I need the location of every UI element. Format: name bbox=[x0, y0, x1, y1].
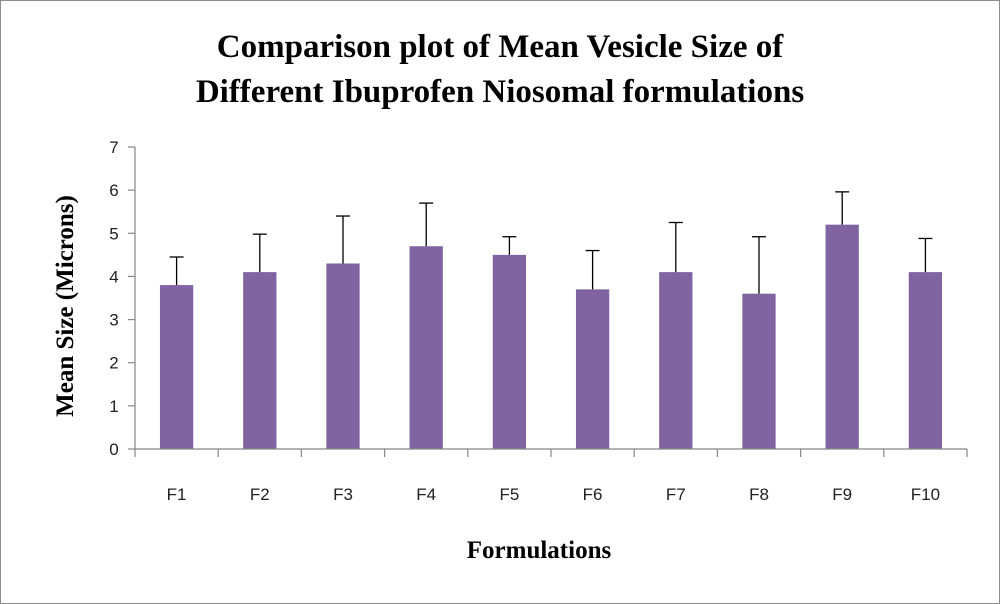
bar-F7 bbox=[659, 272, 693, 449]
y-axis-title: Mean Size (Microns) bbox=[52, 195, 79, 417]
bar-F1 bbox=[159, 285, 194, 449]
chart-subtitle: Different Ibuprofen Niosomal formulation… bbox=[196, 74, 805, 110]
bar-F9 bbox=[825, 224, 859, 449]
bar-F2 bbox=[243, 272, 277, 449]
bar-F5 bbox=[492, 254, 527, 449]
x-tick-label-F9: F9 bbox=[832, 485, 852, 504]
y-tick-label-2: 2 bbox=[109, 354, 118, 373]
bar-F8 bbox=[742, 293, 776, 449]
x-tick-label-F8: F8 bbox=[749, 485, 769, 504]
x-tick-label-F5: F5 bbox=[499, 485, 519, 504]
x-tick-label-F4: F4 bbox=[416, 485, 436, 504]
x-tick-label-F10: F10 bbox=[911, 485, 940, 504]
y-tick-label-5: 5 bbox=[109, 224, 118, 243]
y-tick-label-1: 1 bbox=[109, 397, 118, 416]
x-tick-label-F2: F2 bbox=[250, 485, 270, 504]
y-tick-label-4: 4 bbox=[109, 267, 118, 286]
bar-F10 bbox=[908, 272, 943, 449]
y-tick-label-3: 3 bbox=[109, 311, 118, 330]
y-tick-label-6: 6 bbox=[109, 181, 118, 200]
bar-F3 bbox=[326, 263, 360, 449]
chart-title: Comparison plot of Mean Vesicle Size of bbox=[217, 29, 784, 65]
x-tick-label-F7: F7 bbox=[666, 485, 686, 504]
x-axis-title: Formulations bbox=[467, 537, 612, 564]
y-tick-label-0: 0 bbox=[109, 440, 118, 459]
x-tick-label-F6: F6 bbox=[583, 485, 603, 504]
bar-F6 bbox=[575, 289, 610, 449]
y-tick-label-7: 7 bbox=[109, 138, 118, 157]
plot-area: 0 1 2 3 4 5 6 7 F1 F2 F3 F4 F5 F6 F7 F8 F9 F10 bbox=[109, 138, 968, 504]
x-tick-label-F3: F3 bbox=[333, 485, 353, 504]
bar-F4 bbox=[409, 246, 443, 449]
x-tick-label-F1: F1 bbox=[167, 485, 187, 504]
